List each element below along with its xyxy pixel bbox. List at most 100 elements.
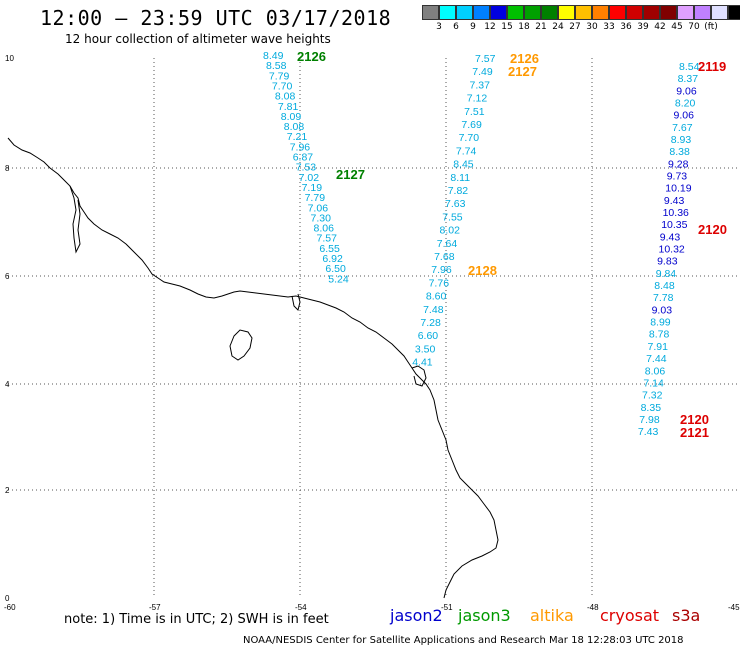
wave-height-value: 8.35 [641,402,662,414]
wave-height-value: 7.55 [442,211,463,223]
color-scale-label: 6 [453,22,459,32]
island [229,329,253,361]
wave-height-value: 8.48 [654,280,675,292]
wave-height-value: 7.49 [472,66,493,78]
wave-height-value: 7.70 [459,132,480,144]
wave-height-value: 9.06 [674,110,695,122]
wave-height-value: 3.50 [415,343,436,355]
color-scale-bar [422,5,740,20]
wave-height-value: 7.68 [434,251,455,263]
page-subtitle: 12 hour collection of altimeter wave hei… [65,32,331,46]
wave-height-value: 8.99 [650,317,671,329]
wave-height-value: 8.45 [453,159,474,171]
color-scale-label: 9 [470,22,476,32]
color-scale-label: 42 [654,22,666,32]
satellite-legend-jason2: jason2 [390,606,443,625]
coastline [7,137,499,599]
color-swatch [694,5,711,20]
wave-height-value: 9.43 [664,195,685,207]
wave-height-value: 7.21 [287,131,308,143]
wave-height-value: 7.64 [437,238,458,250]
color-scale-label: 39 [637,22,649,32]
color-swatch [711,5,728,20]
wave-height-value: 10.32 [659,244,685,256]
x-tick-label: -60 [4,603,16,612]
wave-height-value: 7.96 [290,141,311,153]
wave-height-value: 7.76 [429,277,450,289]
pass-number-label: 2126 [510,51,539,66]
wave-height-value: 7.14 [643,377,664,389]
wave-height-value: 9.73 [667,171,688,183]
pass-number-label: 2120 [680,412,709,427]
wave-height-value: 9.06 [676,85,697,97]
color-scale-label: 70 [688,22,700,32]
color-scale-label: 18 [518,22,530,32]
x-tick-label: -51 [441,603,453,612]
wave-height-value: 7.53 [296,162,317,174]
y-tick-label: 10 [5,54,14,63]
coastline-river-mouth [291,293,301,311]
wave-height-value: 8.08 [275,91,296,103]
note-text: note: 1) Time is in UTC; 2) SWH is in fe… [64,612,329,627]
wave-height-value: 8.02 [440,225,461,237]
altimeter-tracks: 8.498.587.797.708.087.818.098.087.217.96… [263,50,700,438]
wave-height-value: 8.20 [675,98,696,110]
wave-height-value: 8.08 [284,121,305,133]
wave-height-value: 8.49 [263,50,284,62]
wave-height-value: 8.54 [679,61,700,73]
color-swatch [439,5,456,20]
color-scale-label: 36 [620,22,632,32]
color-swatch [592,5,609,20]
pass-number-label: 2120 [698,222,727,237]
wave-height-value: 8.11 [450,172,470,184]
x-tick-label: -48 [587,603,599,612]
color-scale-label: 33 [603,22,615,32]
wave-height-value: 7.74 [456,145,477,157]
pass-number-label: 2121 [680,425,709,440]
pass-number-label: 2128 [468,263,497,278]
wave-height-value: 7.67 [672,122,693,134]
color-swatch [422,5,439,20]
map-grid [8,58,738,598]
color-swatch [558,5,575,20]
color-swatch [541,5,558,20]
wave-height-value: 7.98 [639,414,660,426]
satellite-legend-cryosat: cryosat [600,606,660,625]
wave-height-value: 4.41 [412,357,433,369]
x-tick-label: -57 [149,603,161,612]
wave-height-value: 8.60 [426,291,447,303]
wave-height-value: 7.57 [317,233,338,245]
satellite-legend-jason3: jason3 [458,606,511,625]
satellite-legend-altika: altika [530,606,574,625]
wave-height-value: 7.43 [638,426,659,438]
color-scale-label: 45 [671,22,683,32]
wave-height-value: 5.24 [328,273,349,285]
wave-height-value: 7.69 [461,119,482,131]
wave-height-value: 8.06 [314,223,335,235]
wave-height-value: 9.03 [652,304,673,316]
wave-height-value: 7.32 [642,390,663,402]
wave-height-value: 7.57 [475,53,496,65]
wave-height-value: 9.84 [656,268,677,280]
axis-tick-labels: -60 -57 -54 -51 -48 -45 0 2 4 6 8 10 [4,54,740,612]
wave-height-value: 7.82 [448,185,469,197]
satellite-legend-s3a: s3a [672,606,701,625]
wave-height-value: 7.51 [464,106,485,118]
color-swatch [643,5,660,20]
wave-height-value: 7.91 [648,341,669,353]
pass-number-label: 2126 [297,49,326,64]
color-scale-label: (ft) [704,22,718,32]
color-swatch [490,5,507,20]
color-swatch [626,5,643,20]
wave-height-value: 8.58 [266,60,287,72]
wave-height-value: 6.87 [293,152,314,164]
pass-number-label: 2127 [508,64,537,79]
x-tick-label: -45 [728,603,740,612]
wave-height-value: 7.19 [302,182,323,194]
x-tick-label: -54 [295,603,307,612]
color-scale-labels: 3 6 9 12 15 18 21 24 27 30 33 36 39 42 45 70 (ft) [422,22,740,34]
y-tick-label: 6 [5,272,10,281]
color-scale-label: 27 [569,22,581,32]
wave-height-value: 8.78 [649,329,670,341]
